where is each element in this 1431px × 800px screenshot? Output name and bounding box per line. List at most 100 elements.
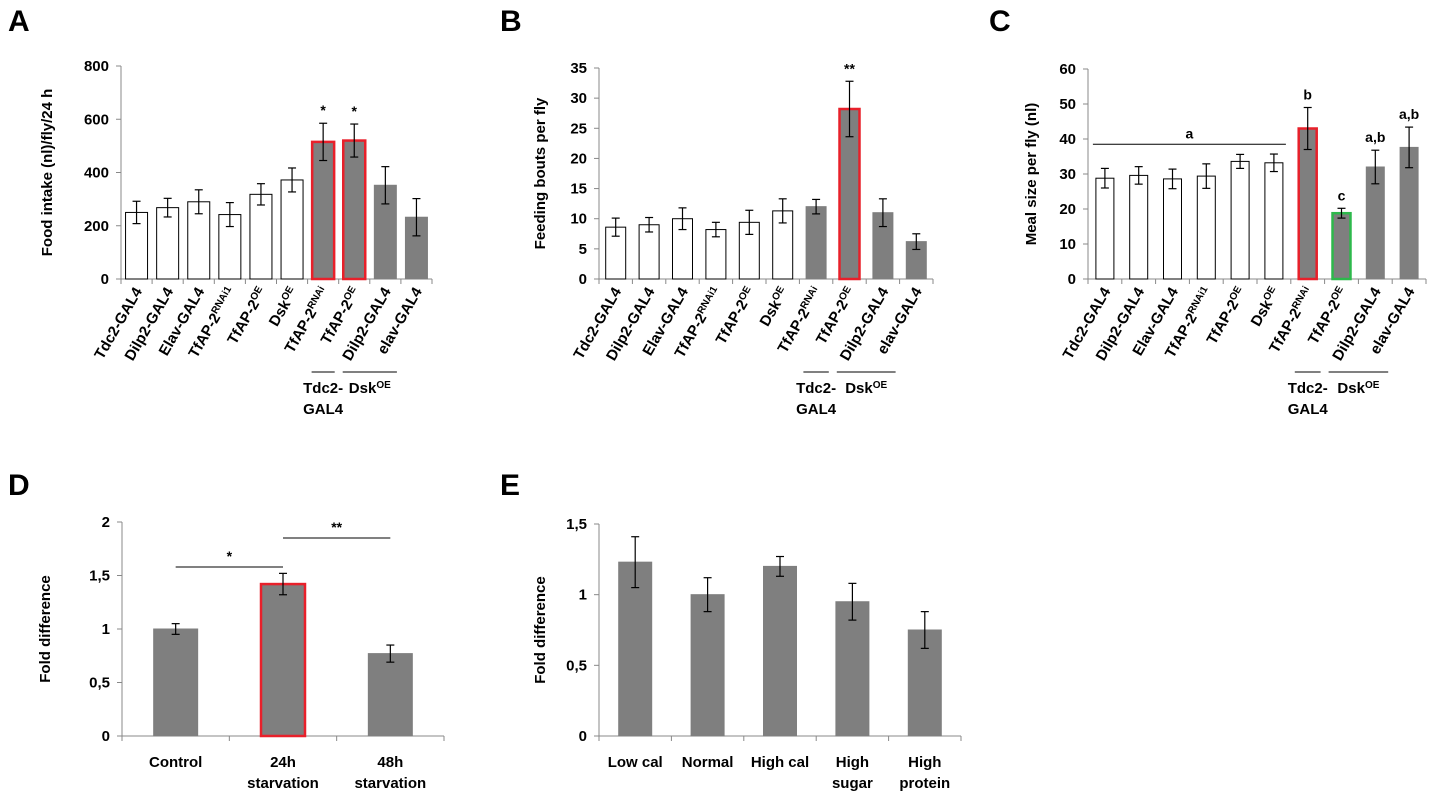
bar (1230, 160, 1250, 280)
y-tick-label: 0,5 (566, 657, 587, 674)
y-tick-label: 1,5 (89, 568, 110, 585)
panel-letter: D (8, 469, 30, 502)
bar (835, 601, 870, 737)
x-tick-label: Low cal (608, 754, 663, 771)
x-tick-label: High cal (751, 754, 809, 771)
bar (1129, 174, 1149, 280)
significance-label: a,b (1365, 129, 1385, 145)
y-tick-label: 50 (1059, 96, 1076, 113)
x-tick-label: High (836, 754, 869, 771)
y-tick-label: 1,5 (566, 516, 587, 533)
x-tick-label: starvation (354, 775, 426, 792)
bar (259, 582, 307, 738)
bar (367, 653, 413, 737)
y-tick-label: 0 (102, 728, 110, 745)
x-tick-label-superscript: RNAi1 (1186, 284, 1211, 316)
y-tick-label: 0,5 (89, 675, 110, 692)
y-axis-label: Food intake (nl)/fly/24 h (39, 89, 56, 257)
group-label: Tdc2- (1288, 380, 1328, 397)
bar (1331, 211, 1352, 281)
group-label: GAL4 (1288, 401, 1329, 418)
y-tick-label: 30 (1059, 166, 1076, 183)
y-tick-label: 25 (570, 120, 587, 137)
y-tick-label: 2 (102, 514, 110, 531)
panel-b: B Feeding bouts per fly 0 5 10 15 20 25 30 35 ** Td… (500, 5, 934, 418)
panel-a: A Food intake (nl)/fly/24 h 0 200 400 600 800 *… (8, 5, 433, 418)
comparison-label: * (227, 548, 233, 564)
x-tick-label: starvation (247, 775, 319, 792)
significance-label: c (1338, 187, 1346, 203)
y-tick-label: 40 (1059, 131, 1076, 148)
significance-label: * (320, 102, 326, 118)
comparison-label: ** (331, 519, 342, 535)
x-tick-label-superscript: RNAi (798, 284, 820, 311)
y-tick-label: 0 (101, 271, 109, 288)
y-tick-label: 0 (1068, 271, 1076, 288)
panel-letter: A (8, 5, 30, 38)
x-tick-label: sugar (832, 775, 873, 792)
x-tick-label: DskOE (756, 284, 792, 329)
y-tick-label: 10 (570, 211, 587, 228)
y-axis-label: Fold difference (532, 576, 549, 684)
x-tick-label: High (908, 754, 941, 771)
x-tick-label-superscript: RNAi1 (695, 284, 720, 316)
y-tick-label: 0 (579, 728, 587, 745)
group-label: GAL4 (303, 401, 344, 418)
significance-label: * (352, 103, 358, 119)
y-tick-label: 1 (102, 621, 110, 638)
y-tick-label: 5 (579, 241, 587, 258)
y-tick-label: 15 (570, 181, 587, 198)
bar (1095, 177, 1115, 280)
bar (280, 179, 304, 280)
x-tick-label: TfAP-2OE (1203, 284, 1250, 347)
bar (1163, 178, 1182, 280)
y-axis-label: Meal size per fly (nl) (1023, 103, 1040, 246)
x-tick-label: TfAP-2OE (712, 284, 759, 347)
bar (342, 139, 367, 281)
x-tick-label-superscript: RNAi (1290, 284, 1312, 311)
group-label: GAL4 (796, 401, 837, 418)
y-tick-label: 10 (1059, 236, 1076, 253)
y-tick-label: 400 (84, 165, 109, 182)
bar (1196, 175, 1216, 280)
y-tick-label: 600 (84, 111, 109, 128)
y-tick-label: 20 (1059, 201, 1076, 218)
bar (1297, 127, 1318, 281)
y-tick-label: 1 (579, 587, 587, 604)
y-axis-label: Feeding bouts per fly (532, 97, 549, 249)
group-label: DskOE (349, 380, 391, 398)
x-tick-label: 48h (377, 754, 403, 771)
panel-d: D Fold difference 0 0,5 1 1,5 2 Control 24h starv… (8, 469, 445, 792)
y-tick-label: 200 (84, 218, 109, 235)
y-tick-label: 800 (84, 58, 109, 75)
y-tick-label: 30 (570, 90, 587, 107)
bar (310, 140, 336, 281)
y-tick-label: 60 (1059, 61, 1076, 78)
bar (690, 594, 725, 737)
panel-letter: E (500, 469, 520, 502)
bar (618, 561, 653, 737)
significance-label: ** (844, 60, 855, 76)
x-tick-label: 24h (270, 754, 296, 771)
bar (1264, 162, 1284, 280)
x-tick-label: protein (899, 775, 950, 792)
x-tick-label: Control (149, 754, 202, 771)
y-tick-label: 0 (579, 271, 587, 288)
y-axis-label: Fold difference (37, 575, 54, 683)
group-label-superscript: OE (376, 380, 391, 391)
panel-letter: B (500, 5, 522, 38)
significance-label: a,b (1399, 106, 1419, 122)
x-tick-label: Normal (682, 754, 734, 771)
panel-c: C Meal size per fly (nl) 0 10 20 30 40 50 60 b c a,… (989, 5, 1427, 418)
group-label: Tdc2- (303, 380, 343, 397)
bar (763, 565, 797, 737)
group-label-superscript: OE (873, 380, 888, 391)
panel-e: E Fold difference 0 0,5 1 1,5 Low cal Normal Hig… (500, 469, 962, 792)
bar (249, 193, 273, 280)
group-label: DskOE (845, 380, 887, 398)
panel-letter: C (989, 5, 1011, 38)
group-label: DskOE (1337, 380, 1379, 398)
bar (805, 206, 827, 280)
bar (638, 224, 660, 280)
